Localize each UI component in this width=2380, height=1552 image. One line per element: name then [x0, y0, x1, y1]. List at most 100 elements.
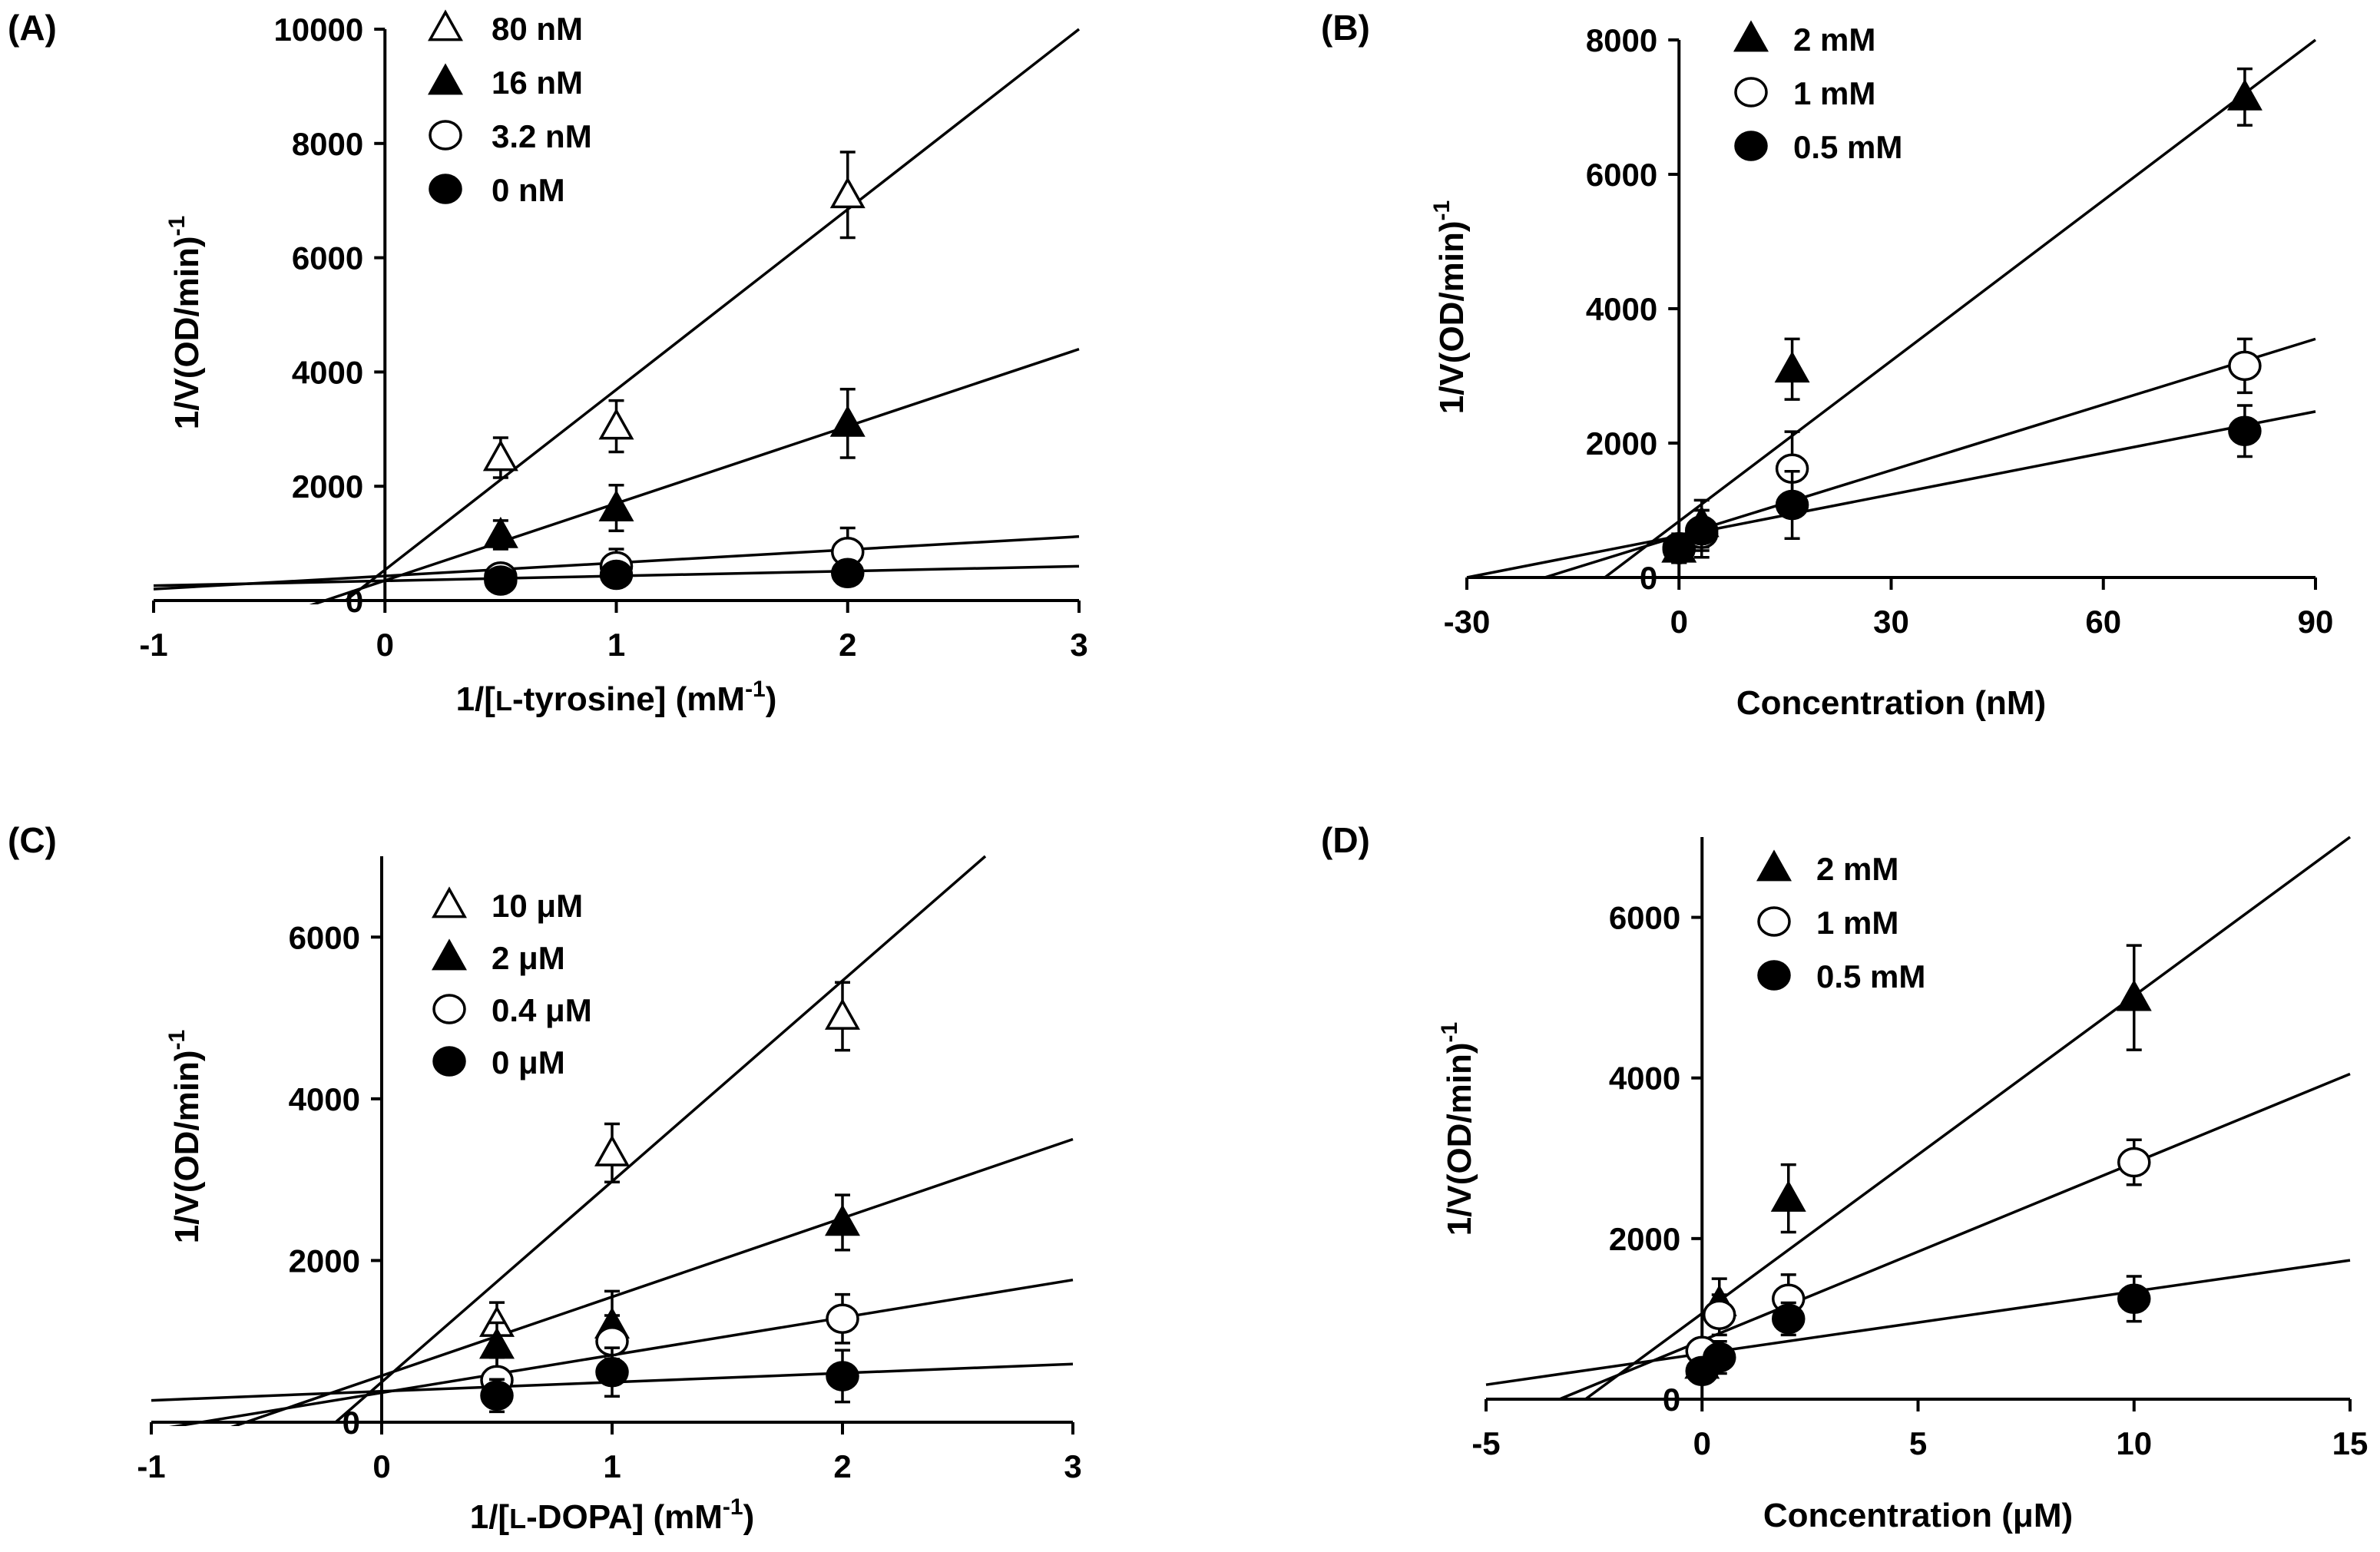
legend-marker	[428, 63, 463, 95]
series	[1685, 1275, 2151, 1387]
legend: 80 nM 16 nM 3.2 nM 0 nM	[428, 9, 592, 208]
legend-label: 2 mM	[1793, 22, 1875, 58]
x-tick-label: -30	[1444, 604, 1491, 640]
series	[484, 558, 865, 596]
panel-letter: (C)	[8, 820, 57, 860]
x-tick-label: 5	[1909, 1425, 1927, 1461]
y-tick-label: 0	[1663, 1382, 1680, 1418]
x-tick-label: 2	[839, 627, 856, 663]
chart-panel-b: (B) -30 0 30 60 90 0 2000 4000 6000 8000 1/V(OD/min…	[1321, 8, 2333, 722]
series	[480, 1292, 859, 1405]
legend-marker	[1756, 849, 1792, 882]
x-axis-title: Concentration (μM)	[1763, 1497, 2073, 1534]
y-axis-title: 1/V(OD/min)-1	[164, 1030, 206, 1243]
series	[482, 151, 866, 479]
y-tick-label: 8000	[1586, 22, 1657, 58]
legend-marker	[1734, 131, 1768, 161]
x-tick-label: -1	[137, 1448, 165, 1484]
y-tick-label: 6000	[289, 919, 360, 955]
data-point	[484, 565, 518, 596]
data-point	[829, 405, 866, 437]
legend: 2 mM 1 mM 0.5 mM	[1733, 20, 1902, 165]
y-tick-label: 4000	[1586, 291, 1657, 327]
y-tick-label: 6000	[1586, 157, 1657, 193]
legend: 10 μM 2 μM 0.4 μM 0 μM	[432, 886, 592, 1080]
legend-marker	[429, 120, 462, 151]
data-point	[826, 1303, 859, 1334]
legend-label: 0.4 μM	[492, 992, 592, 1028]
y-tick-label: 6000	[1609, 900, 1680, 936]
fit-line	[1485, 1259, 2351, 1386]
y-tick-label: 4000	[292, 354, 363, 390]
x-tick-label: 1	[607, 627, 625, 663]
x-tick-label: 2	[833, 1448, 851, 1484]
x-tick-label: -1	[139, 627, 167, 663]
x-tick-label: 3	[1064, 1448, 1081, 1484]
x-tick-label: 15	[2332, 1425, 2368, 1461]
data-point	[1770, 1180, 1806, 1212]
y-tick-label: 4000	[289, 1081, 360, 1117]
x-tick-label: 0	[1670, 604, 1688, 640]
data-point	[1775, 489, 1809, 521]
panel-letter: (B)	[1321, 8, 1370, 48]
x-tick-label: 60	[2085, 604, 2121, 640]
data-point	[480, 1380, 514, 1411]
data-point	[825, 998, 860, 1030]
x-tick-label: 0	[372, 1448, 390, 1484]
panel-letter: (D)	[1321, 820, 1370, 860]
legend-marker	[1757, 906, 1791, 937]
fit-line	[1466, 410, 2316, 579]
x-axis-title: 1/[L-tyrosine] (mM-1)	[456, 677, 777, 718]
chart-panel-a: (A)-1 0 1 2 302000400060008000100001/V(OD/mi…	[8, 8, 1088, 718]
data-point	[2226, 78, 2262, 111]
legend-label: 2 mM	[1816, 851, 1898, 887]
y-axis-title: 1/V(OD/min)-1	[164, 216, 206, 429]
series	[482, 387, 866, 551]
legend-label: 0 μM	[492, 1044, 565, 1080]
legend-label: 0.5 mM	[1816, 958, 1925, 994]
data-point	[2228, 350, 2262, 382]
y-tick-label: 2000	[289, 1243, 360, 1279]
legend-marker	[429, 174, 462, 204]
data-point	[2116, 979, 2152, 1011]
chart-panel-c: (C)-1 0 1 2 302000400060001/V(OD/min)-11/[L-…	[8, 820, 1082, 1536]
y-tick-label: 2000	[1586, 425, 1657, 462]
series	[479, 1193, 860, 1370]
data-point	[2117, 1147, 2151, 1178]
y-axis-title: 1/V(OD/min)-1	[1437, 1022, 1478, 1236]
data-point	[825, 1204, 860, 1236]
series	[1662, 404, 2262, 564]
x-tick-label: -5	[1471, 1425, 1500, 1461]
data-point	[831, 558, 865, 589]
series	[480, 1346, 859, 1414]
legend-label: 3.2 nM	[492, 118, 592, 154]
legend: 2 mM 1 mM 0.5 mM	[1756, 849, 1925, 994]
fit-line	[334, 855, 987, 1424]
data-point	[1703, 1342, 1736, 1373]
panel-letter: (A)	[8, 8, 57, 48]
legend-label: 2 μM	[492, 940, 565, 976]
data-point	[594, 1134, 630, 1166]
y-tick-label: 4000	[1609, 1061, 1680, 1097]
data-point	[2117, 1283, 2151, 1315]
legend-label: 10 μM	[492, 888, 583, 924]
legend-marker	[428, 9, 463, 41]
chart-panel-d: (D) -5 0 5 10 15 0 2000 4000 6000 1/V(OD/min)-1 Con…	[1321, 820, 2368, 1534]
y-tick-label: 10000	[273, 12, 363, 48]
data-point	[599, 559, 634, 591]
fit-line	[1544, 337, 2316, 579]
series	[479, 981, 860, 1346]
data-point	[482, 439, 518, 472]
data-point	[595, 1356, 629, 1388]
data-point	[1772, 1303, 1806, 1335]
y-tick-label: 2000	[1609, 1221, 1680, 1257]
data-point	[1774, 351, 1810, 383]
legend-label: 1 mM	[1793, 75, 1875, 111]
data-point	[482, 516, 518, 548]
fit-line	[1604, 38, 2317, 579]
x-tick-label: 3	[1070, 627, 1087, 663]
x-tick-label: 30	[1873, 604, 1909, 640]
data-point	[826, 1361, 859, 1392]
y-tick-label: 8000	[292, 126, 363, 162]
